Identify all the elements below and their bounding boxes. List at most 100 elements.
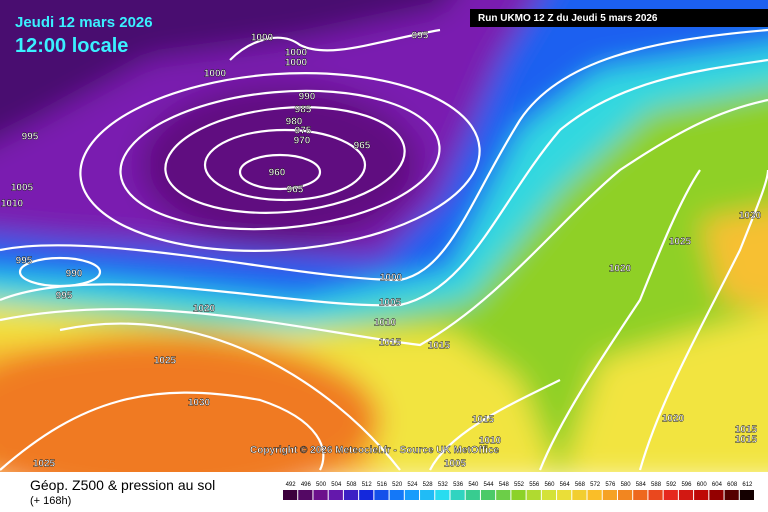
legend-swatch bbox=[465, 490, 480, 500]
isobar-label: 1020 bbox=[662, 414, 685, 425]
color-legend: 492 496 500 504 508 512 516 520 524 528 532 536 540 5… bbox=[283, 482, 754, 500]
legend-label: 612 bbox=[742, 482, 753, 488]
isobar-label: 1000 bbox=[204, 69, 227, 80]
isobar-label: 1025 bbox=[669, 237, 692, 248]
legend-label: 492 bbox=[286, 482, 297, 488]
isobar-label: 1000 bbox=[285, 48, 308, 59]
legend-label: 536 bbox=[453, 482, 464, 488]
legend-swatch bbox=[633, 490, 648, 500]
isobar-label: 1015 bbox=[735, 425, 758, 436]
legend-swatch bbox=[739, 490, 754, 500]
date: Jeudi 12 mars 2026 bbox=[15, 14, 153, 31]
isobar-label: 990 bbox=[66, 269, 83, 280]
legend-swatch bbox=[648, 490, 663, 500]
isobar-label: 995 bbox=[412, 31, 429, 42]
legend-swatch bbox=[435, 490, 450, 500]
legend-label: 596 bbox=[681, 482, 692, 488]
legend-label: 516 bbox=[377, 482, 388, 488]
legend-label: 564 bbox=[560, 482, 571, 488]
legend-label: 588 bbox=[651, 482, 662, 488]
legend-label: 556 bbox=[529, 482, 540, 488]
legend-label: 548 bbox=[499, 482, 510, 488]
legend-swatch bbox=[389, 490, 404, 500]
legend-swatch bbox=[557, 490, 572, 500]
isobar-label: 1010 bbox=[1, 199, 24, 210]
isobar-label: 1005 bbox=[11, 183, 34, 194]
isobar-label: 1010 bbox=[479, 436, 502, 447]
legend-label: 572 bbox=[590, 482, 601, 488]
isobar-label: 995 bbox=[22, 132, 39, 143]
legend-swatch bbox=[678, 490, 694, 500]
time: 12:00 locale bbox=[15, 35, 128, 57]
legend-swatch bbox=[526, 490, 541, 500]
isobar-label: 1000 bbox=[285, 58, 308, 69]
legend-label: 520 bbox=[392, 482, 403, 488]
legend-swatch bbox=[617, 490, 633, 500]
isobar-label: 985 bbox=[295, 105, 312, 116]
legend-label: 496 bbox=[301, 482, 312, 488]
isobar-label: 1015 bbox=[379, 338, 402, 349]
isobar-label: 1010 bbox=[374, 318, 397, 329]
isobar-label: 1005 bbox=[379, 298, 402, 309]
legend-swatch bbox=[480, 490, 496, 500]
legend-label: 560 bbox=[544, 482, 555, 488]
legend-label: 512 bbox=[362, 482, 373, 488]
isobar-label: 995 bbox=[56, 291, 73, 302]
legend-swatch bbox=[496, 490, 511, 500]
legend-swatch bbox=[283, 490, 298, 500]
legend-swatch bbox=[374, 490, 389, 500]
legend-swatch bbox=[313, 490, 328, 500]
legend-label: 576 bbox=[605, 482, 616, 488]
isobar-label: 990 bbox=[299, 92, 316, 103]
legend-swatch bbox=[359, 490, 374, 500]
footer-subtitle: (+ 168h) bbox=[30, 495, 71, 507]
isobar-label: 1025 bbox=[154, 356, 177, 367]
legend-label: 552 bbox=[514, 482, 525, 488]
legend-label: 500 bbox=[316, 482, 327, 488]
isobar-label: 960 bbox=[269, 168, 286, 179]
legend-swatch bbox=[343, 490, 359, 500]
isobar-label: 995 bbox=[16, 256, 33, 267]
legend-label: 540 bbox=[468, 482, 479, 488]
legend-swatch bbox=[602, 490, 617, 500]
legend-label: 584 bbox=[636, 482, 647, 488]
isobar-label: 1015 bbox=[428, 341, 451, 352]
legend-swatch bbox=[420, 490, 435, 500]
isobar-label: 1015 bbox=[735, 435, 758, 446]
legend-swatch bbox=[709, 490, 724, 500]
isobar-label: 1000 bbox=[380, 273, 403, 284]
isobar-label: 1015 bbox=[472, 415, 495, 426]
isobar-label: 980 bbox=[286, 117, 303, 128]
legend-swatch bbox=[663, 490, 678, 500]
copyright: Copyright © 2026 Meteociel.fr - Source U… bbox=[250, 445, 500, 456]
footer-title: Géop. Z500 & pression au sol bbox=[30, 477, 215, 493]
isobar-label: 1000 bbox=[251, 33, 274, 44]
legend-swatch bbox=[587, 490, 602, 500]
legend-label: 568 bbox=[575, 482, 586, 488]
legend-swatch bbox=[694, 490, 709, 500]
legend-label: 504 bbox=[331, 482, 342, 488]
legend-label: 524 bbox=[407, 482, 418, 488]
legend-label: 528 bbox=[423, 482, 434, 488]
legend-label: 608 bbox=[727, 482, 738, 488]
legend-label: 580 bbox=[621, 482, 632, 488]
run-box bbox=[470, 9, 768, 27]
legend-swatch bbox=[541, 490, 557, 500]
isobar-label: 1005 bbox=[444, 459, 467, 470]
legend-label: 592 bbox=[666, 482, 677, 488]
isobar-label: 1020 bbox=[193, 304, 216, 315]
legend-swatch bbox=[511, 490, 526, 500]
legend-label: 508 bbox=[347, 482, 358, 488]
isobar-label: 965 bbox=[287, 185, 304, 196]
legend-swatch bbox=[298, 490, 313, 500]
legend-swatch bbox=[450, 490, 465, 500]
legend-swatch bbox=[724, 490, 739, 500]
legend-swatch bbox=[328, 490, 343, 500]
legend-label: 544 bbox=[484, 482, 495, 488]
isobar-label: 1030 bbox=[739, 211, 762, 222]
isobar-label: 965 bbox=[354, 141, 371, 152]
run-info: Run UKMO 12 Z du Jeudi 5 mars 2026 bbox=[478, 13, 658, 24]
isobar-label: 1025 bbox=[33, 459, 56, 470]
